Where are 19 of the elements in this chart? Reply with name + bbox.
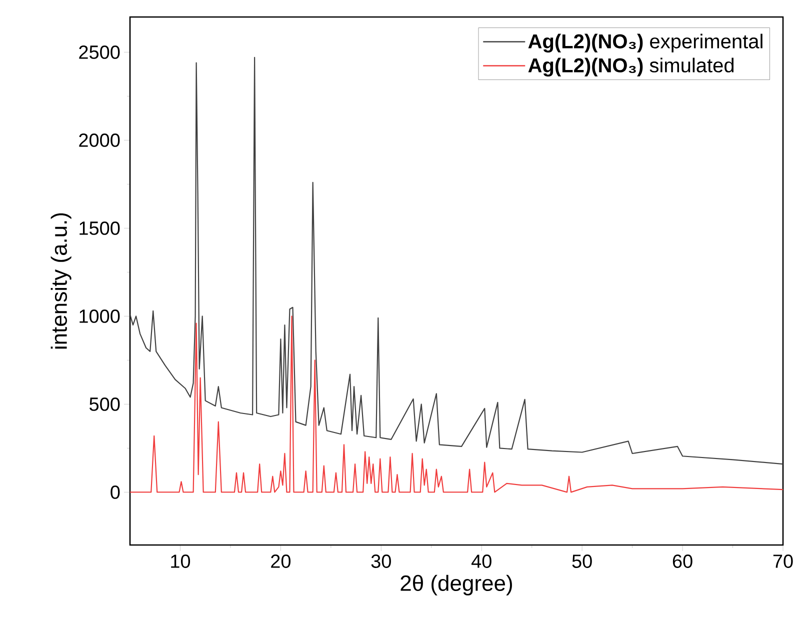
x-tick-label: 20 xyxy=(271,554,291,568)
legend-label: Ag(L2)(NO₃) experimental xyxy=(528,34,762,52)
x-tick-label: 70 xyxy=(773,554,793,568)
y-tick-label: 2000 xyxy=(79,133,120,147)
legend-label: Ag(L2)(NO₃) simulated xyxy=(528,58,734,76)
y-tick-label: 2500 xyxy=(79,45,120,59)
y-tick-label: 500 xyxy=(90,397,120,411)
y-axis-title: intensity (a.u.) xyxy=(50,213,72,349)
x-axis-title: 2θ (degree) xyxy=(400,574,512,596)
x-tick-label: 40 xyxy=(471,554,492,568)
line-series xyxy=(130,56,783,465)
x-tick-label: 60 xyxy=(672,554,692,568)
line-series xyxy=(130,316,783,493)
x-tick-label: 10 xyxy=(171,554,190,568)
y-tick-label: 1000 xyxy=(80,309,120,323)
x-tick-label: 30 xyxy=(371,554,391,568)
y-tick-label: 1500 xyxy=(80,221,120,235)
x-tick-label: 50 xyxy=(572,554,592,568)
y-tick-label: 0 xyxy=(110,485,120,499)
